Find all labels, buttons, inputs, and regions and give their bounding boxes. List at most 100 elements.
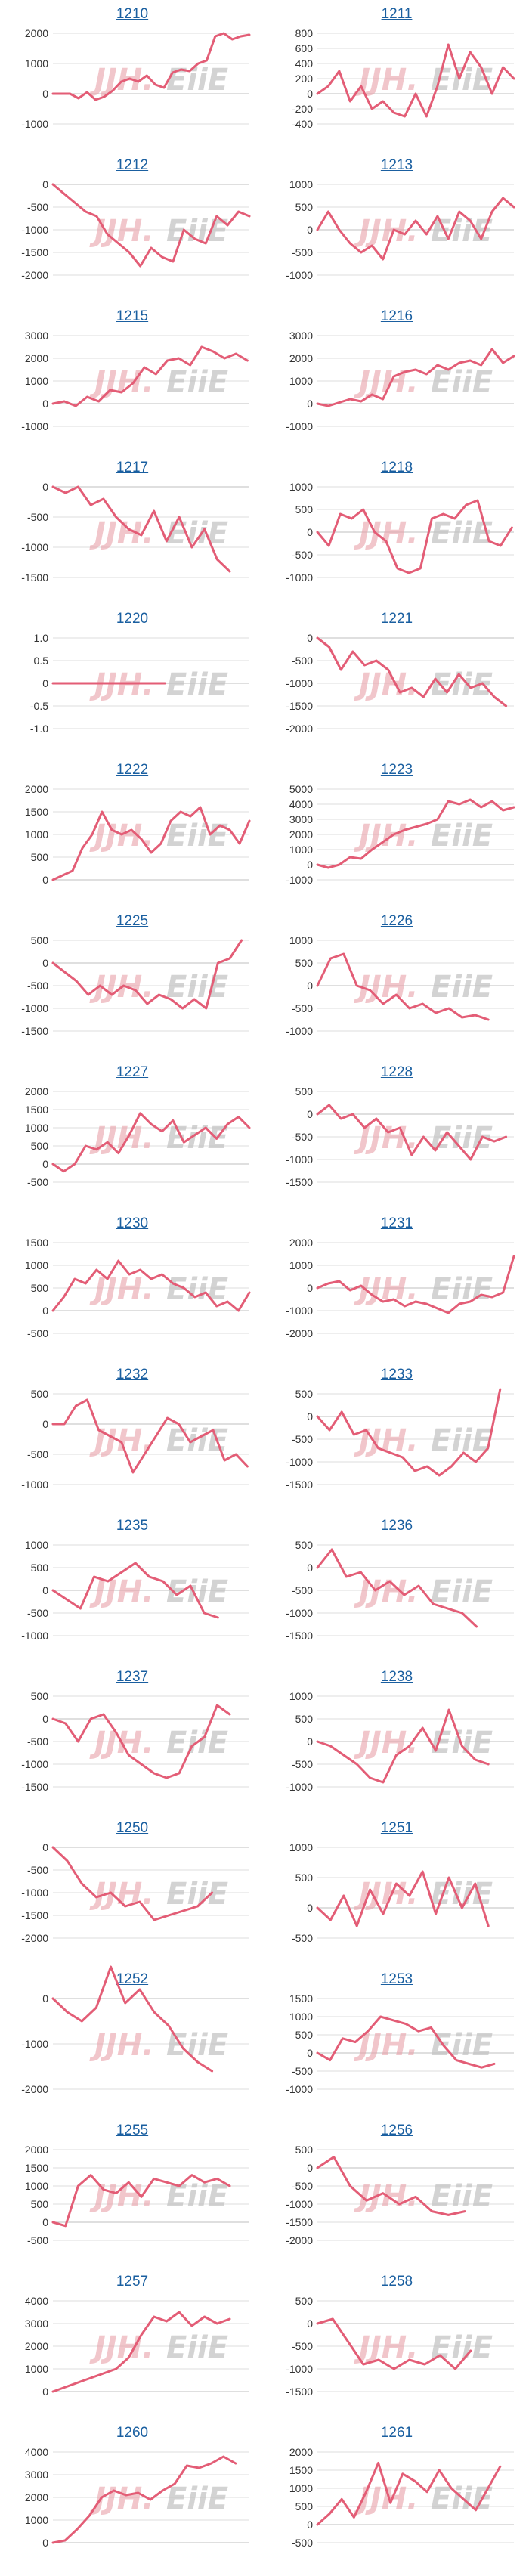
chart-title-link[interactable]: 1237	[116, 1669, 149, 1685]
data-point	[455, 2059, 458, 2061]
chart-title-link[interactable]: 1236	[380, 1518, 413, 1534]
data-point	[447, 237, 450, 240]
y-tick-label: 0	[42, 1158, 48, 1170]
y-tick-label: 500	[295, 1539, 314, 1551]
chart-cell: 1256 500 0 -500 -1000 -1500 -2000 JJH. EiiE	[272, 2122, 521, 2274]
chart-title-link[interactable]: 1235	[116, 1518, 149, 1534]
chart-title-link[interactable]: 1258	[380, 2274, 413, 2290]
data-point	[493, 2063, 496, 2065]
data-point	[339, 512, 342, 516]
data-point	[347, 2340, 349, 2343]
chart-title-link[interactable]: 1251	[380, 1820, 413, 1836]
data-point	[414, 368, 417, 371]
series-line	[51, 2455, 237, 2544]
y-tick-label: 200	[295, 73, 314, 85]
data-point	[95, 2006, 97, 2009]
chart-title-link[interactable]: 1213	[380, 157, 413, 173]
data-point	[338, 70, 341, 73]
chart-title-link[interactable]: 1238	[380, 1669, 413, 1685]
data-point	[51, 878, 54, 881]
chart-title-link[interactable]: 1210	[116, 6, 149, 22]
chart-title-link[interactable]: 1226	[380, 913, 413, 929]
data-point	[404, 2023, 407, 2025]
data-point	[353, 2516, 355, 2519]
data-point	[340, 668, 342, 671]
chart-title-link[interactable]: 1221	[380, 611, 413, 627]
data-point	[458, 803, 460, 806]
y-tick-label: 4000	[25, 2295, 48, 2307]
data-point	[458, 77, 460, 80]
chart-title-link[interactable]: 1228	[380, 1064, 413, 1080]
data-point	[316, 531, 319, 534]
data-point	[107, 1580, 109, 1583]
data-point	[248, 819, 251, 822]
chart-title-link[interactable]: 1216	[380, 308, 413, 324]
data-point	[447, 1007, 450, 1010]
chart-title-link[interactable]: 1218	[380, 460, 413, 475]
chart-title-link[interactable]: 1231	[380, 1215, 413, 1231]
chart-title-link[interactable]: 1217	[116, 460, 149, 475]
chart-title-link[interactable]: 1220	[116, 611, 149, 627]
data-point	[161, 2489, 164, 2492]
data-point	[110, 1965, 112, 1968]
data-point	[436, 1307, 439, 1310]
chart-title-link[interactable]: 1211	[381, 6, 413, 22]
data-point	[63, 1170, 65, 1172]
data-point	[369, 1888, 371, 1891]
data-point	[393, 2367, 395, 2370]
data-point	[172, 1119, 175, 1122]
data-point	[77, 485, 79, 488]
data-point	[110, 1891, 112, 1894]
data-point	[223, 1459, 226, 1462]
data-point	[371, 244, 373, 247]
chart-title-link[interactable]: 1261	[380, 2425, 413, 2441]
data-point	[403, 1593, 406, 1596]
data-point	[189, 1584, 192, 1587]
data-point	[512, 806, 515, 809]
chart-title-link[interactable]: 1212	[116, 157, 149, 173]
data-point	[107, 233, 109, 236]
y-tick-label: -500	[27, 511, 48, 523]
data-point	[169, 819, 172, 822]
chart-title-link[interactable]: 1227	[116, 1064, 149, 1080]
chart-title-link[interactable]: 1223	[380, 762, 413, 778]
data-point	[186, 2464, 188, 2467]
chart-title-link[interactable]: 1252	[116, 1971, 149, 1987]
chart-title-link[interactable]: 1260	[116, 2425, 149, 2441]
data-point	[476, 499, 479, 502]
data-point	[101, 2496, 103, 2499]
data-point	[342, 952, 345, 955]
series-line	[316, 2461, 502, 2526]
y-tick-label: -1500	[286, 1176, 313, 1188]
data-point	[447, 1607, 449, 1610]
data-point	[76, 2528, 79, 2531]
chart-title-link[interactable]: 1253	[380, 1971, 413, 1987]
y-tick-label: -500	[292, 655, 313, 667]
watermark-logo: JJH.	[354, 667, 418, 702]
chart-title-link[interactable]: 1230	[116, 1215, 149, 1231]
watermark-logo: JJH.	[89, 2330, 153, 2365]
data-point	[458, 1144, 460, 1147]
data-point	[338, 228, 341, 231]
data-point	[330, 1548, 333, 1551]
chart-title-link[interactable]: 1215	[116, 308, 149, 324]
data-point	[442, 512, 444, 516]
data-point	[135, 989, 137, 992]
data-point	[182, 1909, 184, 1912]
chart-title-link[interactable]: 1222	[116, 762, 149, 778]
chart-title-link[interactable]: 1250	[116, 1820, 149, 1836]
chart-title-link[interactable]: 1257	[116, 2274, 149, 2290]
chart-title-link[interactable]: 1255	[116, 2122, 149, 2138]
data-point	[228, 2317, 231, 2321]
chart-cell: 1231 2000 1000 0 -1000 -2000 JJH. EiiE	[272, 1215, 521, 1367]
chart-title-link[interactable]: 1232	[116, 1367, 149, 1382]
data-point	[493, 1140, 496, 1143]
y-tick-label: 500	[31, 2198, 49, 2210]
chart-title-link[interactable]: 1225	[116, 913, 149, 929]
chart-title-link[interactable]: 1233	[380, 1367, 413, 1382]
chart-title-link[interactable]: 1256	[380, 2122, 413, 2138]
